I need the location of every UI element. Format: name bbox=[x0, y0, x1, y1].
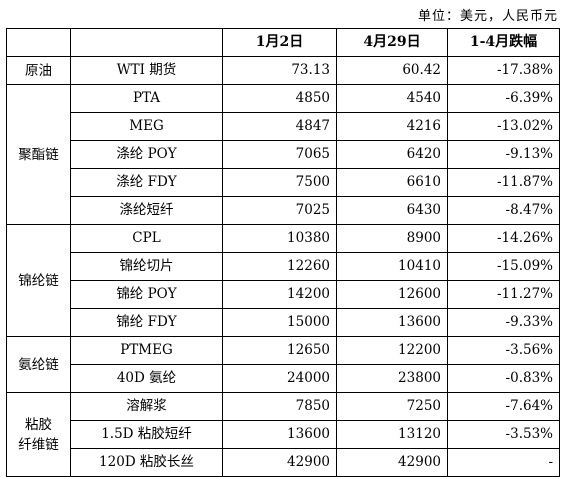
table-row: MEG 4847 4216 -13.02% bbox=[7, 112, 560, 141]
item-name: 涤纶 FDY bbox=[70, 168, 223, 197]
apr29-price: 13120 bbox=[336, 420, 448, 449]
jan2-price: 7850 bbox=[222, 392, 337, 421]
change-percent: -6.39% bbox=[447, 84, 560, 113]
change-percent: -9.33% bbox=[447, 308, 560, 337]
item-name: 锦纶切片 bbox=[70, 252, 223, 281]
change-percent: -3.56% bbox=[447, 336, 560, 365]
group-label: 粘胶 纤维链 bbox=[6, 392, 71, 477]
table-row: 粘胶 纤维链 溶解浆 7850 7250 -7.64% bbox=[6, 392, 560, 477]
item-name: 1.5D 粘胶短纤 bbox=[70, 420, 223, 449]
apr29-price: 8900 bbox=[336, 224, 448, 253]
apr29-price: 6420 bbox=[336, 140, 448, 169]
change-percent: -17.38% bbox=[447, 56, 560, 85]
change-percent: - bbox=[447, 448, 560, 477]
change-percent: -0.83% bbox=[447, 364, 560, 393]
jan2-price: 15000 bbox=[222, 308, 337, 337]
item-name: 涤纶短纤 bbox=[70, 196, 223, 225]
jan2-price: 73.13 bbox=[222, 56, 337, 85]
table-row: 聚酯链 PTA 4850 4540 -6.39% bbox=[6, 84, 560, 225]
apr29-price: 10410 bbox=[336, 252, 448, 281]
item-name: 涤纶 POY bbox=[70, 140, 223, 169]
unit-note: 单位：美元，人民币元 bbox=[417, 9, 558, 24]
price-change-table: 1月2日 4月29日 1-4月跌幅 原油 WTI 期货 73.13 60.42 -17.… bbox=[6, 28, 560, 477]
change-percent: -14.26% bbox=[447, 224, 560, 253]
group-label: 锦纶链 bbox=[6, 224, 71, 337]
table-body: 原油 WTI 期货 73.13 60.42 -17.38% 聚酯链 PTA 4850 4540-… bbox=[6, 56, 560, 477]
change-percent: -11.87% bbox=[447, 168, 560, 197]
table-row: 涤纶 FDY 7500 6610 -11.87% bbox=[7, 168, 560, 197]
table-row: 1.5D 粘胶短纤 13600 13120 -3.53% bbox=[7, 420, 560, 449]
header-row: 1月2日 4月29日 1-4月跌幅 bbox=[6, 28, 560, 57]
item-name: 溶解浆 bbox=[70, 392, 223, 421]
item-name: MEG bbox=[70, 112, 223, 141]
change-percent: -11.27% bbox=[447, 280, 560, 309]
item-name: CPL bbox=[70, 224, 223, 253]
jan2-price: 7025 bbox=[222, 196, 337, 225]
table-row: 涤纶 POY 7065 6420 -9.13% bbox=[7, 140, 560, 169]
jan2-price: 42900 bbox=[222, 448, 337, 477]
table-row: 锦纶 POY 14200 12600 -11.27% bbox=[7, 280, 560, 309]
table-row: 氨纶链 PTMEG 12650 12200 -3.56% bbox=[6, 336, 560, 393]
table-row: 锦纶 FDY 15000 13600 -9.33% bbox=[7, 308, 560, 337]
item-name: PTA bbox=[70, 84, 223, 113]
group-label: 原油 bbox=[6, 56, 71, 85]
header-cell-change: 1-4月跌幅 bbox=[447, 28, 560, 57]
header-cell-apr29: 4月29日 bbox=[336, 28, 448, 57]
jan2-price: 10380 bbox=[222, 224, 337, 253]
table-row: 锦纶切片 12260 10410 -15.09% bbox=[7, 252, 560, 281]
apr29-price: 13600 bbox=[336, 308, 448, 337]
table-row: 涤纶短纤 7025 6430 -8.47% bbox=[7, 196, 560, 225]
change-percent: -7.64% bbox=[447, 392, 560, 421]
table-row: 原油 WTI 期货 73.13 60.42 -17.38% bbox=[6, 56, 560, 85]
apr29-price: 60.42 bbox=[336, 56, 448, 85]
item-name: 120D 粘胶长丝 bbox=[70, 448, 223, 477]
change-percent: -9.13% bbox=[447, 140, 560, 169]
item-name: 锦纶 FDY bbox=[70, 308, 223, 337]
jan2-price: 13600 bbox=[222, 420, 337, 449]
jan2-price: 12650 bbox=[222, 336, 337, 365]
header-cell-item bbox=[70, 28, 223, 57]
apr29-price: 7250 bbox=[336, 392, 448, 421]
jan2-price: 4850 bbox=[222, 84, 337, 113]
apr29-price: 6430 bbox=[336, 196, 448, 225]
table-row: 40D 氨纶 24000 23800 -0.83% bbox=[7, 364, 560, 393]
apr29-price: 4540 bbox=[336, 84, 448, 113]
change-percent: -15.09% bbox=[447, 252, 560, 281]
item-name: 锦纶 POY bbox=[70, 280, 223, 309]
jan2-price: 24000 bbox=[222, 364, 337, 393]
change-percent: -8.47% bbox=[447, 196, 560, 225]
jan2-price: 14200 bbox=[222, 280, 337, 309]
jan2-price: 12260 bbox=[222, 252, 337, 281]
jan2-price: 7065 bbox=[222, 140, 337, 169]
table-row: 120D 粘胶长丝 42900 42900- bbox=[7, 448, 560, 477]
change-percent: -13.02% bbox=[447, 112, 560, 141]
jan2-price: 7500 bbox=[222, 168, 337, 197]
apr29-price: 4216 bbox=[336, 112, 448, 141]
group-label: 聚酯链 bbox=[6, 84, 71, 225]
group-label: 氨纶链 bbox=[6, 336, 71, 393]
apr29-price: 12200 bbox=[336, 336, 448, 365]
item-name: WTI 期货 bbox=[70, 56, 223, 85]
apr29-price: 42900 bbox=[336, 448, 448, 477]
jan2-price: 4847 bbox=[222, 112, 337, 141]
header-cell-group bbox=[6, 28, 71, 57]
header-cell-jan2: 1月2日 bbox=[222, 28, 337, 57]
apr29-price: 12600 bbox=[336, 280, 448, 309]
change-percent: -3.53% bbox=[447, 420, 560, 449]
apr29-price: 6610 bbox=[336, 168, 448, 197]
table-row: 锦纶链 CPL 10380 8900 -14.26% bbox=[6, 224, 560, 337]
apr29-price: 23800 bbox=[336, 364, 448, 393]
item-name: PTMEG bbox=[70, 336, 223, 365]
item-name: 40D 氨纶 bbox=[70, 364, 223, 393]
